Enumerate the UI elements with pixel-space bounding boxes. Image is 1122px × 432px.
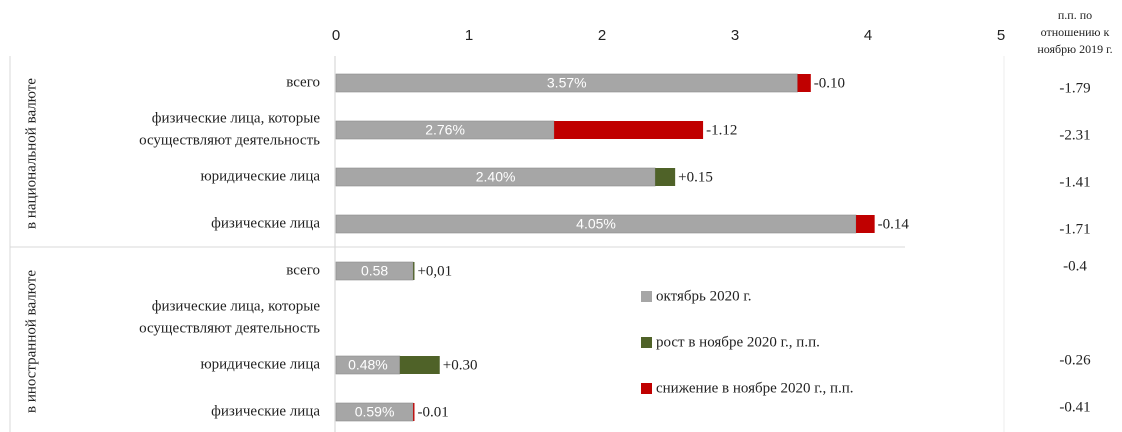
x-tick-label: 3 [731,27,739,44]
x-tick-label: 5 [997,27,1005,44]
column-value: -0.4 [1063,258,1087,274]
delta-label: +0,01 [417,263,452,279]
bar [797,74,811,92]
bar [655,168,676,186]
bar-label: 2.76% [425,122,465,138]
column-value: -0.41 [1059,399,1090,415]
category-label: осуществляют деятельность [139,132,320,148]
legend-swatch [641,291,652,302]
x-tick-label: 4 [864,27,872,44]
bar-label: 0.59% [355,404,395,420]
bar [856,215,875,233]
bar-label: 0.58 [361,263,388,279]
bar [413,403,415,421]
bar [554,121,704,139]
bar-label: 3.57% [547,75,587,91]
column-value: -1.79 [1059,80,1090,96]
legend-swatch [641,383,652,394]
column-value: -1.41 [1059,174,1090,190]
delta-label: -1.12 [706,122,737,138]
bar-label: 0.48% [348,357,388,373]
delta-label: -0.10 [814,75,845,91]
bar [413,262,415,280]
group-label: в иностранной валюте [23,270,39,413]
delta-label: -0.01 [417,404,448,420]
legend-label: октябрь 2020 г. [656,288,752,304]
category-label: физические лица, которые [152,110,321,126]
category-label: юридические лица [200,356,320,372]
legend-label: снижение в ноябре 2020 г., п.п. [656,380,854,396]
column-value: -2.31 [1059,127,1090,143]
category-label: осуществляют деятельность [139,320,320,336]
delta-label: +0.15 [678,169,713,185]
delta-label: -0.14 [878,216,910,232]
bar [399,356,440,374]
category-label: физические лица, которые [152,298,321,314]
bar-label: 2.40% [476,169,516,185]
column-value: -1.71 [1059,221,1090,237]
column-title: ноябрю 2019 г. [1037,42,1112,56]
x-tick-label: 0 [332,27,340,44]
column-title: п.п. по [1058,8,1092,22]
column-title: отношению к [1041,25,1110,39]
group-label: в национальной валюте [23,78,39,229]
x-tick-label: 2 [598,27,606,44]
category-label: всего [286,262,320,278]
legend-swatch [641,337,652,348]
column-value: -0.26 [1059,352,1091,368]
bar-label: 4.05% [576,216,616,232]
x-tick-label: 1 [465,27,473,44]
delta-label: +0.30 [443,357,478,373]
category-label: физические лица [211,215,320,231]
legend-label: рост в ноябре 2020 г., п.п. [656,334,820,350]
category-label: юридические лица [200,168,320,184]
category-label: всего [286,74,320,90]
category-label: физические лица [211,403,320,419]
